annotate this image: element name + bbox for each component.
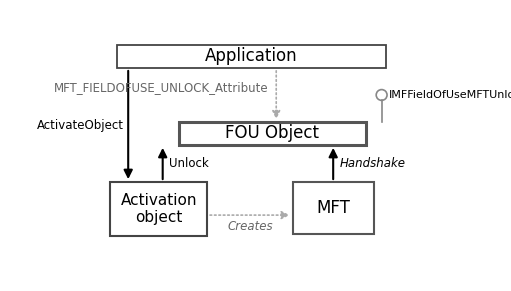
Text: IMFFieldOfUseMFTUnlock: IMFFieldOfUseMFTUnlock — [389, 90, 511, 100]
Text: ActivateObject: ActivateObject — [37, 118, 124, 132]
Text: Creates: Creates — [227, 220, 273, 233]
Text: MFT_FIELDOFUSE_UNLOCK_Attribute: MFT_FIELDOFUSE_UNLOCK_Attribute — [54, 81, 268, 94]
Bar — [178, 122, 366, 145]
Text: Handshake: Handshake — [339, 157, 405, 170]
Text: Application: Application — [205, 47, 297, 65]
Text: Unlock: Unlock — [169, 157, 208, 170]
Bar — [292, 182, 374, 234]
Bar — [110, 182, 207, 236]
Text: FOU Object: FOU Object — [225, 125, 319, 143]
Text: Activation
object: Activation object — [121, 193, 197, 225]
Bar — [117, 45, 385, 68]
Text: MFT: MFT — [316, 199, 350, 217]
